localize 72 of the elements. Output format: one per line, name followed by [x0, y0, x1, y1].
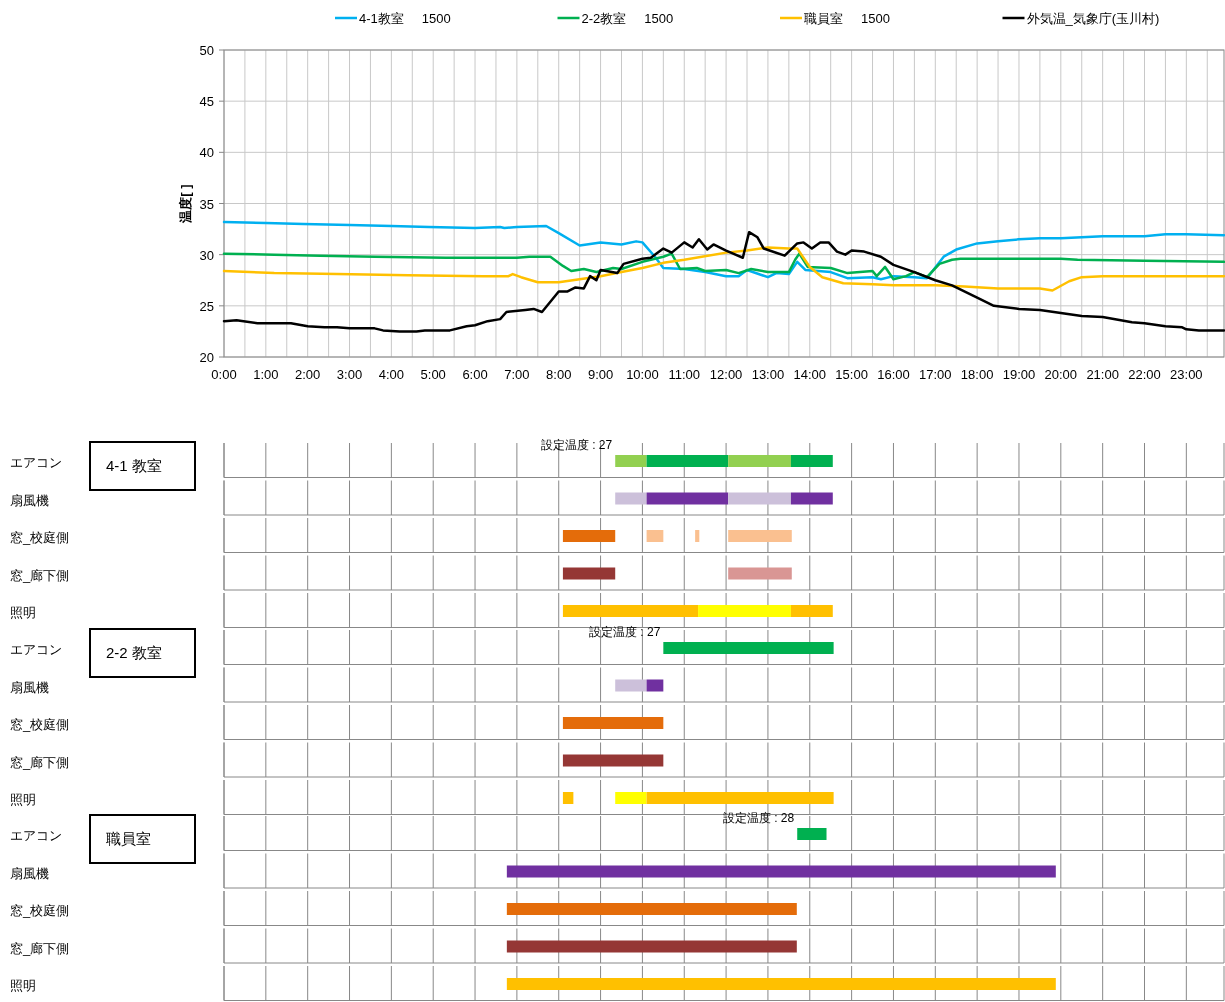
x-tick-label: 15:00	[835, 367, 868, 382]
bar	[562, 567, 616, 580]
y-tick-label: 窓_廊下側	[10, 754, 70, 770]
text: 4-1 教室	[106, 457, 162, 474]
x-tick-label: 7:00	[504, 367, 530, 382]
y-tick-label: 照明	[10, 792, 36, 807]
x-tick-label: 19:00	[1002, 367, 1036, 382]
y-tick-label: 35	[199, 196, 214, 212]
line-series	[222, 230, 1225, 333]
line-series	[222, 246, 1225, 292]
y-tick-label: 40	[199, 145, 214, 161]
bar	[562, 717, 664, 729]
bar	[562, 754, 664, 767]
y-axis-title: 温度[ ]	[178, 184, 193, 224]
x-tick-label: 17:00	[919, 367, 952, 382]
y-tick-label: エアコン	[10, 455, 62, 470]
y-tick-label: 扇風機	[10, 679, 49, 695]
bar	[615, 792, 647, 804]
bar	[562, 530, 616, 542]
y-tick-label: 扇風機	[10, 865, 49, 881]
bar	[698, 605, 791, 617]
legend-label: 外気温_気象庁(玉川村)	[1026, 11, 1160, 26]
x-tick-label: 5:00	[420, 367, 446, 382]
bar	[728, 567, 792, 580]
x-tick-label: 3:00	[336, 367, 363, 382]
bar	[646, 679, 664, 692]
x-tick-label: 12:00	[709, 367, 743, 382]
text: 職員室	[106, 830, 151, 847]
x-tick-label: 0:00	[211, 367, 237, 382]
x-tick-label: 2:00	[295, 367, 321, 382]
x-tick-label: 20:00	[1044, 367, 1078, 382]
x-tick-label: 23:00	[1170, 367, 1203, 382]
y-tick-label: 窓_校庭側	[10, 530, 70, 545]
y-tick-label: 30	[199, 247, 214, 263]
x-tick-label: 11:00	[668, 367, 701, 382]
x-tick-label: 1:00	[253, 367, 279, 382]
y-tick-label: 照明	[10, 605, 36, 620]
x-tick-label: 16:00	[877, 367, 910, 382]
bar	[663, 642, 834, 654]
y-tick-label: 25	[199, 298, 214, 314]
text: 2-2 教室	[106, 644, 162, 661]
legend-label: 2-2教室 1500	[581, 11, 674, 26]
legend-label: 職員室 1500	[804, 11, 890, 26]
x-tick-label: 8:00	[546, 367, 572, 382]
x-tick-label: 13:00	[751, 367, 785, 382]
x-tick-label: 18:00	[960, 367, 994, 382]
y-tick-label: 窓_廊下側	[10, 567, 70, 583]
bar	[646, 792, 834, 804]
x-tick-label: 9:00	[587, 367, 614, 382]
x-tick-label: 14:00	[793, 367, 827, 382]
annotation: 設定温度 : 28	[722, 811, 795, 825]
line-series	[222, 220, 1225, 281]
legend-label: 4-1教室 1500	[359, 11, 451, 26]
bar	[615, 679, 647, 692]
line-series	[222, 252, 1225, 281]
y-tick-label: 20	[199, 350, 214, 365]
y-tick-label: 窓_校庭側	[10, 903, 70, 918]
y-tick-label: 照明	[10, 978, 36, 993]
y-tick-label: 45	[199, 94, 214, 110]
x-tick-label: 6:00	[462, 367, 488, 382]
y-tick-label: 窓_廊下側	[10, 940, 70, 956]
x-tick-label: 21:00	[1086, 367, 1119, 382]
y-tick-label: 50	[199, 43, 214, 58]
y-tick-label: 窓_校庭側	[10, 717, 70, 732]
annotation: 設定温度 : 27	[540, 438, 613, 452]
y-tick-label: エアコン	[10, 642, 62, 657]
annotation: 設定温度 : 27	[588, 625, 661, 639]
x-tick-label: 4:00	[378, 367, 405, 382]
x-tick-label: 22:00	[1128, 367, 1161, 382]
y-tick-label: 扇風機	[10, 492, 49, 508]
x-tick-label: 10:00	[626, 367, 659, 382]
y-tick-label: エアコン	[10, 828, 62, 843]
